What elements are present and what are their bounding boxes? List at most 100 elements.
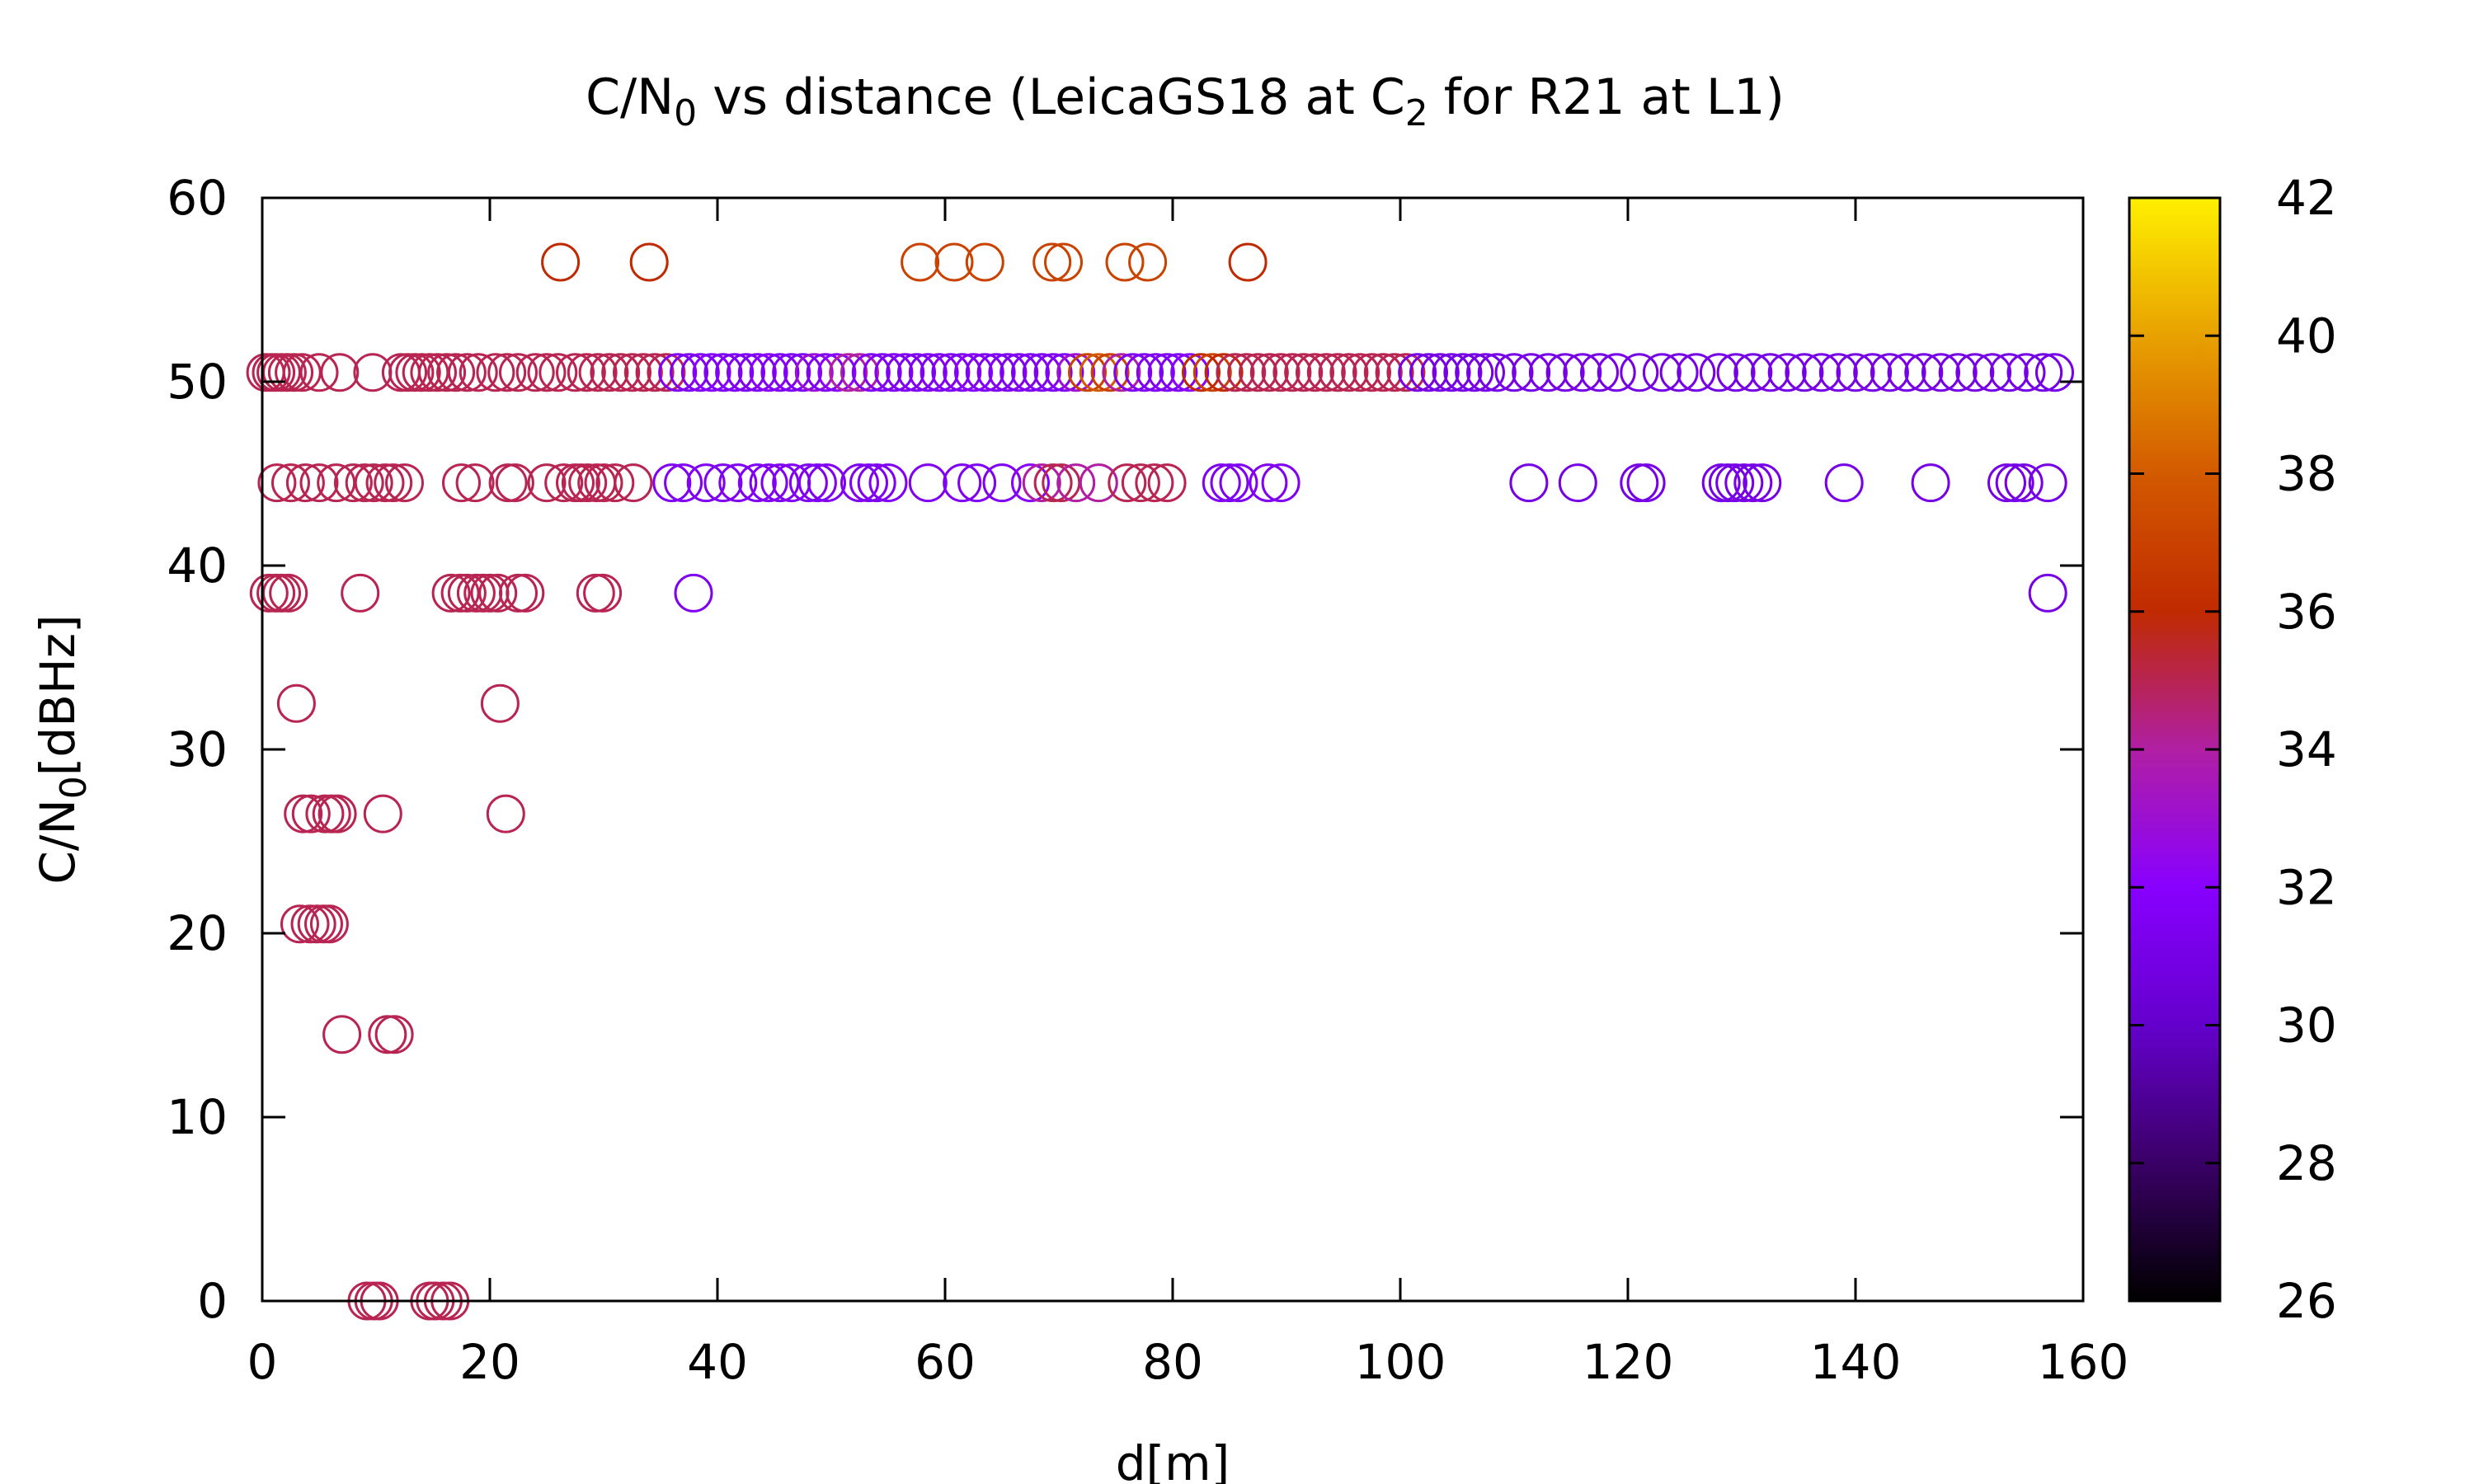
data-point — [1724, 463, 1764, 503]
data-point — [976, 353, 1016, 392]
data-point — [363, 794, 402, 834]
data-point — [1528, 353, 1568, 392]
x-tick-label: 140 — [1810, 1334, 1902, 1390]
data-point — [299, 463, 339, 503]
data-point — [703, 353, 743, 392]
data-point — [851, 353, 891, 392]
data-point — [931, 353, 971, 392]
data-point — [943, 353, 982, 392]
y-tick-label: 10 — [167, 1089, 228, 1145]
data-point — [1045, 353, 1084, 392]
data-point — [1921, 353, 1960, 392]
colorbar-tick-label: 30 — [2276, 998, 2337, 1054]
data-point — [849, 463, 888, 503]
data-point — [1887, 353, 1926, 392]
data-point — [1620, 353, 1659, 392]
x-tick-label: 80 — [1142, 1334, 1203, 1390]
data-point — [718, 463, 758, 503]
data-point — [584, 463, 623, 503]
data-point — [1056, 353, 1096, 392]
y-tick-label: 40 — [167, 538, 228, 594]
data-point — [1011, 353, 1050, 392]
data-point — [280, 904, 319, 944]
data-point — [1509, 463, 1549, 503]
data-point — [829, 353, 868, 392]
data-point — [1386, 353, 1426, 392]
data-point — [1329, 353, 1369, 392]
data-point — [817, 353, 857, 392]
y-axis-label: C/N0[dBHz] — [30, 614, 95, 884]
data-point — [1170, 353, 1210, 392]
data-point — [737, 463, 777, 503]
data-point — [1733, 353, 1773, 392]
data-point — [480, 683, 520, 723]
data-point — [2024, 353, 2063, 392]
colorbar — [2128, 196, 2222, 1303]
colorbar-tick-label: 38 — [2276, 446, 2337, 502]
colorbar-ticks: 26 28 30 32 34 36 38 40 42 — [2129, 170, 2337, 1329]
data-point — [561, 463, 600, 503]
data-point — [1239, 353, 1277, 392]
data-point — [447, 573, 487, 613]
data-point — [271, 463, 310, 503]
data-point — [1398, 353, 1437, 392]
data-point — [309, 904, 349, 944]
data-point — [613, 353, 651, 392]
data-point — [908, 463, 948, 503]
data-point — [1733, 463, 1773, 503]
data-point — [1494, 353, 1534, 392]
data-point — [629, 242, 669, 282]
data-point — [727, 353, 765, 392]
data-point — [1363, 353, 1403, 392]
x-tick-label: 0 — [247, 1334, 278, 1390]
data-point — [440, 573, 480, 613]
data-point — [276, 683, 316, 723]
data-point — [965, 242, 1004, 282]
data-point — [957, 463, 997, 503]
data-point — [840, 353, 879, 392]
data-point — [1182, 353, 1221, 392]
data-point — [1708, 463, 1747, 503]
data-point — [1580, 353, 1619, 392]
colorbar-tick-label: 42 — [2276, 170, 2337, 226]
data-point — [901, 242, 940, 282]
data-point — [1563, 353, 1602, 392]
data-point — [1204, 353, 1244, 392]
data-point — [1068, 353, 1107, 392]
x-tick-label: 160 — [2038, 1334, 2129, 1390]
data-points — [246, 242, 2074, 1321]
data-point — [1102, 353, 1141, 392]
data-point — [354, 463, 393, 503]
data-point — [674, 573, 713, 613]
x-tick-label: 120 — [1583, 1334, 1674, 1390]
data-point — [527, 353, 567, 392]
data-point — [544, 463, 584, 503]
data-point — [737, 353, 777, 392]
data-point — [1375, 353, 1414, 392]
data-point — [1715, 463, 1755, 503]
x-axis-label: d[m] — [1116, 1435, 1230, 1484]
data-point — [299, 353, 339, 392]
data-point — [614, 463, 653, 503]
data-point — [1272, 353, 1312, 392]
colorbar-tick-label: 26 — [2276, 1273, 2337, 1329]
data-point — [1699, 353, 1738, 392]
data-point — [806, 353, 845, 392]
data-point — [436, 353, 476, 392]
data-point — [1597, 353, 1636, 392]
data-point — [341, 573, 380, 613]
data-point — [1306, 353, 1346, 392]
data-point — [486, 794, 525, 834]
colorbar-tick-label: 40 — [2276, 308, 2337, 364]
data-point — [1022, 353, 1061, 392]
data-point — [1079, 463, 1118, 503]
data-point — [658, 353, 698, 392]
data-point — [1904, 353, 1944, 392]
data-point — [1870, 353, 1909, 392]
data-point — [1202, 463, 1241, 503]
data-point — [1318, 353, 1357, 392]
data-point — [1113, 353, 1153, 392]
data-point — [291, 794, 331, 834]
colorbar-tick-label: 34 — [2276, 721, 2337, 777]
data-point — [1677, 353, 1716, 392]
